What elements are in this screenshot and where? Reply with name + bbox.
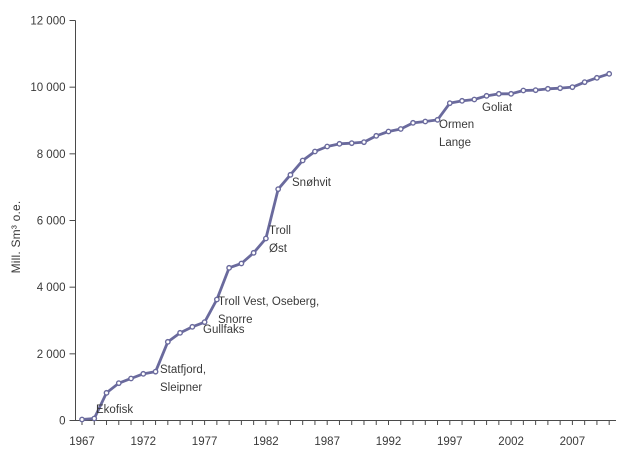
x-tick-label: 1982 [253, 436, 279, 448]
annotation-text: Statfjord, [160, 364, 206, 376]
chart-point [213, 296, 220, 303]
chart-point [128, 375, 134, 382]
chart-point [459, 97, 465, 104]
y-axis-title: Mill. Sm³ o.e. [9, 200, 23, 274]
chart-point [471, 96, 478, 103]
y-tick-label: 8 000 [37, 149, 66, 161]
chart-point [238, 260, 245, 267]
x-tick-label: 2007 [560, 436, 586, 448]
annotation-text: Goliat [482, 102, 513, 114]
chart-point [140, 370, 147, 377]
y-tick-label: 4 000 [37, 282, 66, 294]
chart-point [275, 186, 282, 193]
chart-point [594, 74, 600, 81]
chart-point [91, 415, 98, 422]
annotation-text: Øst [269, 243, 288, 255]
annotation-text: Sleipner [160, 382, 202, 394]
y-tick-label: 0 [59, 416, 65, 428]
chart-point [557, 85, 564, 92]
chart-point [287, 171, 294, 178]
chart-point [422, 118, 429, 125]
y-tick-label: 10 000 [30, 82, 65, 94]
chart-point [446, 100, 453, 107]
annotation-text: Gullfaks [203, 324, 245, 336]
chart-point [606, 70, 613, 77]
chart-point [569, 84, 576, 91]
annotation-text: Troll [269, 225, 291, 237]
x-tick-label: 2002 [498, 436, 524, 448]
chart-point [226, 264, 233, 271]
chart-point [164, 338, 171, 345]
chart-point [262, 235, 269, 242]
chart-point [373, 132, 380, 139]
annotation-text: Ekofisk [96, 404, 133, 416]
chart-point [434, 116, 441, 123]
chart-point [152, 368, 159, 375]
annotation-text: Snøhvit [292, 177, 332, 189]
chart-point [103, 389, 110, 396]
chart-point [397, 126, 404, 132]
x-tick-label: 1977 [192, 436, 218, 448]
chart-point [544, 85, 551, 92]
chart-point [410, 119, 416, 126]
annotation-text: Ormen [439, 119, 474, 131]
y-tick-label: 12 000 [30, 16, 65, 28]
x-tick-label: 1992 [376, 436, 402, 448]
annotation-text: Troll Vest, Oseberg, [218, 296, 319, 308]
chart-point [336, 140, 343, 147]
chart-point [312, 148, 318, 155]
chart-point [324, 143, 331, 150]
chart-point [177, 329, 183, 336]
chart-point [189, 323, 196, 330]
y-tick-label: 2 000 [37, 349, 66, 361]
chart-point [348, 140, 355, 147]
x-tick-label: 1997 [437, 436, 463, 448]
chart-point [115, 380, 122, 387]
chart-point [532, 87, 539, 94]
chart-point [299, 157, 306, 164]
x-tick-label: 1972 [131, 436, 157, 448]
chart-point [201, 319, 208, 326]
chart-point [361, 139, 367, 146]
chart-point [581, 79, 588, 86]
annotation-text: Snorre [218, 314, 253, 326]
chart-point [483, 92, 490, 99]
y-tick-label: 6 000 [37, 216, 66, 228]
x-tick-label: 1987 [314, 436, 340, 448]
chart-point [520, 87, 527, 94]
chart-point [385, 128, 392, 135]
x-tick-label: 1967 [69, 436, 95, 448]
chart-point [508, 90, 514, 97]
chart-point [79, 416, 85, 423]
annotation-text: Lange [439, 137, 471, 149]
chart-point [495, 90, 502, 97]
chart-point [250, 249, 257, 256]
